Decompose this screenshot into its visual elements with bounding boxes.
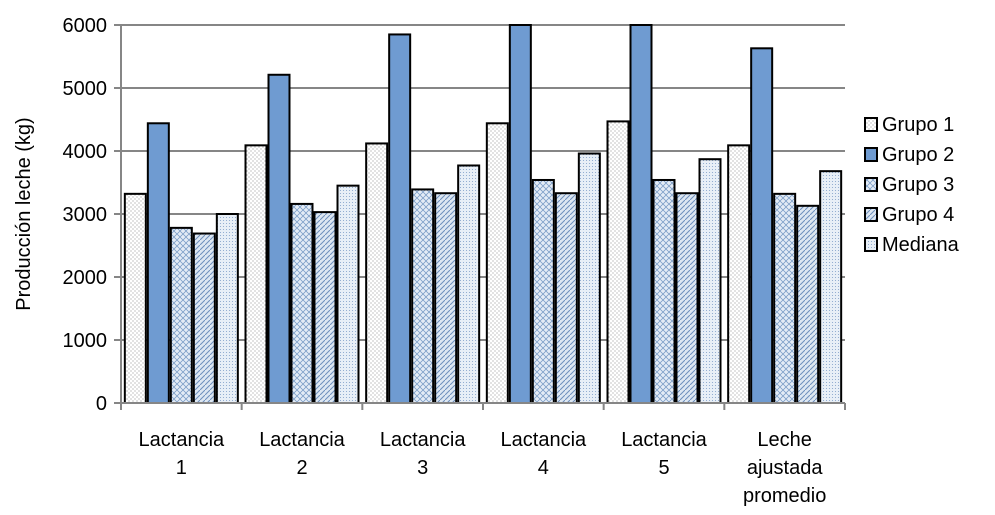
x-axis-tick-labels: Lactancia 1 Lactancia 2 Lactancia 3 Lactancia 4… — [139, 429, 827, 507]
bar-grupo-4-1 — [313, 211, 337, 404]
bar-grupo-4-2 — [434, 192, 458, 404]
bar-grupo-2-4 — [629, 24, 653, 404]
bar-grupo-3-1 — [290, 202, 314, 404]
bar-grupo-2-0 — [146, 122, 170, 404]
bar-mediana-4 — [698, 158, 722, 404]
bar-grupo-1-1 — [244, 144, 268, 405]
y-tick-label: 6000 — [63, 15, 108, 37]
x-tick-label-line: 4 — [538, 457, 549, 479]
bar-grupo-1-5 — [727, 144, 751, 405]
x-tick-label-line: Lactancia — [501, 429, 587, 451]
legend-swatch — [864, 117, 878, 132]
y-axis-title: Producción leche (kg) — [13, 117, 35, 310]
bar-grupo-3-4 — [652, 178, 676, 404]
legend-label: Mediana — [882, 234, 960, 256]
legend-label: Grupo 1 — [882, 114, 954, 136]
bar-grupo-3-2 — [411, 188, 435, 404]
x-tick-label-line: promedio — [743, 485, 826, 507]
legend: Grupo 1 Grupo 2 Grupo 3 Grupo 4 Mediana — [864, 114, 960, 256]
bar-mediana-2 — [457, 164, 481, 404]
bar-grupo-4-0 — [192, 232, 216, 404]
bar-grupo-1-4 — [606, 120, 630, 404]
bars — [123, 24, 843, 405]
bar-grupo-1-2 — [365, 142, 389, 404]
y-axis-tick-labels: 0 1000 2000 3000 4000 5000 6000 — [63, 15, 108, 415]
bar-grupo-4-3 — [554, 192, 578, 404]
y-tick-label: 5000 — [63, 78, 108, 100]
bar-grupo-2-3 — [508, 24, 532, 404]
bar-grupo-4-4 — [675, 192, 699, 404]
bar-mediana-5 — [819, 170, 843, 404]
bar-mediana-0 — [215, 213, 239, 404]
bar-grupo-2-2 — [388, 33, 412, 404]
x-tick-label-line: Leche — [757, 429, 812, 451]
x-tick-label: Lactancia 4 — [501, 429, 587, 479]
x-tick-label: Lactancia 3 — [380, 429, 466, 479]
legend-label: Grupo 4 — [882, 204, 954, 226]
x-tick-label-line: Lactancia — [259, 429, 345, 451]
gridlines — [121, 24, 845, 341]
x-tick-label-line: 3 — [417, 457, 428, 479]
bar-mediana-3 — [577, 152, 601, 404]
y-tick-label: 3000 — [63, 204, 108, 226]
legend-swatch — [864, 207, 878, 222]
legend-label: Grupo 3 — [882, 174, 954, 196]
bar-grupo-1-0 — [123, 192, 147, 404]
bar-grupo-3-5 — [773, 192, 797, 404]
x-tick-label: Lactancia 2 — [259, 429, 345, 479]
x-tick-label: Lactancia 1 — [139, 429, 225, 479]
bar-grupo-3-3 — [531, 178, 555, 404]
x-tick-label-line: ajustada — [747, 457, 823, 479]
y-tick-label: 2000 — [63, 267, 108, 289]
bar-mediana-1 — [336, 184, 360, 404]
bar-grupo-2-1 — [267, 73, 291, 405]
legend-swatch — [864, 147, 878, 162]
x-tick-label-line: 2 — [296, 457, 307, 479]
y-tick-label: 0 — [96, 393, 107, 415]
x-tick-label: Lactancia 5 — [621, 429, 707, 479]
legend-swatch — [864, 237, 878, 252]
y-tick-label: 4000 — [63, 141, 108, 163]
x-tick-label-line: Lactancia — [139, 429, 225, 451]
x-tick-label: Leche ajustada promedio — [743, 429, 826, 507]
x-tick-label-line: Lactancia — [380, 429, 466, 451]
bar-grupo-2-5 — [750, 47, 774, 405]
bar-grupo-4-5 — [796, 204, 820, 404]
x-tick-label-line: 1 — [176, 457, 187, 479]
axes — [114, 24, 846, 410]
legend-swatch — [864, 177, 878, 192]
x-tick-label-line: 5 — [658, 457, 669, 479]
bar-grupo-1-3 — [485, 122, 509, 404]
legend-label: Grupo 2 — [882, 144, 954, 166]
bar-grupo-3-0 — [169, 226, 193, 404]
x-tick-label-line: Lactancia — [621, 429, 707, 451]
y-tick-label: 1000 — [63, 330, 108, 352]
